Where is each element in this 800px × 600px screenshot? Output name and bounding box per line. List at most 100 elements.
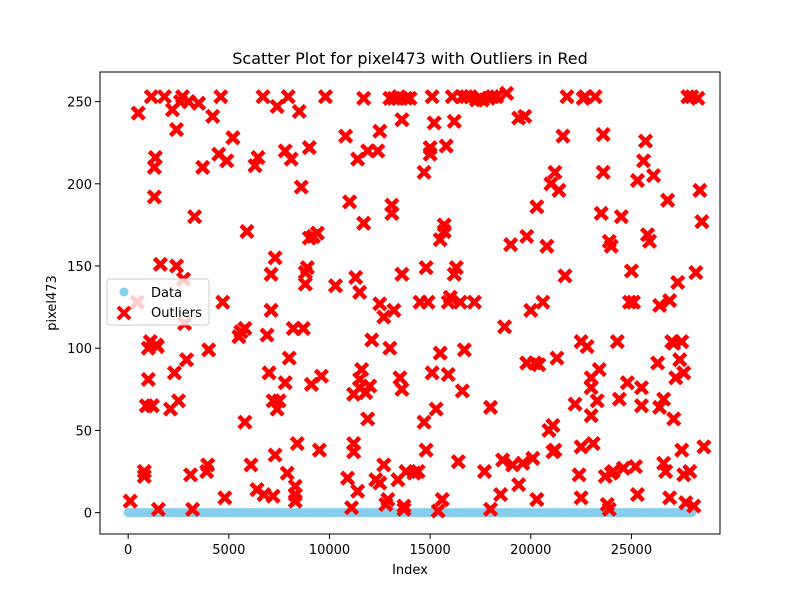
outlier-point xyxy=(424,365,440,381)
outlier-point xyxy=(438,138,454,154)
outlier-point xyxy=(122,493,138,509)
outlier-point xyxy=(269,98,285,115)
outlier-point xyxy=(384,205,400,221)
outlier-point xyxy=(482,501,499,517)
outlier-point xyxy=(637,133,654,149)
outlier-point xyxy=(187,209,203,225)
outlier-point xyxy=(424,89,440,105)
y-tick-label: 250 xyxy=(67,96,92,111)
outlier-point xyxy=(523,302,539,318)
x-tick-label: 0 xyxy=(124,543,132,558)
outlier-point xyxy=(603,238,619,254)
outlier-point xyxy=(583,408,599,424)
outlier-point xyxy=(309,225,325,241)
outlier-point xyxy=(497,319,513,335)
outlier-point xyxy=(525,450,541,466)
outlier-point xyxy=(515,455,531,471)
outlier-point xyxy=(416,164,432,180)
outlier-point xyxy=(396,501,412,517)
outlier-point xyxy=(619,375,635,391)
outlier-point xyxy=(686,498,702,514)
outlier-point xyxy=(372,123,388,139)
x-tick-label: 20000 xyxy=(510,543,551,558)
outlier-point xyxy=(352,284,368,300)
outlier-point xyxy=(605,463,621,480)
outlier-point xyxy=(587,89,603,105)
outlier-point xyxy=(529,491,545,508)
outlier-point xyxy=(595,126,611,143)
y-tick-label: 0 xyxy=(84,507,92,522)
outlier-point xyxy=(450,454,466,470)
outlier-point xyxy=(255,89,271,105)
outlier-point xyxy=(694,214,710,230)
outlier-point xyxy=(360,411,376,427)
outlier-point xyxy=(452,294,468,310)
outlier-point xyxy=(613,209,629,225)
outlier-point xyxy=(263,302,279,318)
outlier-point xyxy=(313,368,330,384)
outlier-point xyxy=(380,491,396,508)
outlier-point xyxy=(517,108,533,124)
outlier-point xyxy=(144,398,160,414)
outlier-point xyxy=(670,274,686,291)
outlier-point xyxy=(170,393,187,409)
outlier-point xyxy=(674,442,690,458)
outlier-point xyxy=(281,350,297,366)
outlier-point xyxy=(430,503,446,519)
outlier-point xyxy=(555,128,571,144)
outlier-point xyxy=(267,250,283,266)
outlier-point xyxy=(410,463,426,480)
outlier-point xyxy=(531,357,547,373)
outlier-point xyxy=(168,258,185,274)
outlier-point xyxy=(140,371,156,388)
outlier-point xyxy=(535,294,551,310)
outlier-point xyxy=(650,355,666,371)
outlier-point xyxy=(641,233,658,249)
outlier-point xyxy=(394,381,410,397)
outlier-point xyxy=(372,296,388,312)
outlier-point xyxy=(492,486,509,503)
outlier-point xyxy=(356,215,372,231)
outlier-point xyxy=(615,460,631,476)
outlier-point xyxy=(348,269,364,286)
outlier-point xyxy=(547,442,563,458)
outlier-point xyxy=(225,130,241,146)
outlier-point xyxy=(627,459,644,475)
outlier-point xyxy=(682,463,698,480)
outlier-point xyxy=(356,90,372,106)
outlier-point xyxy=(539,238,555,254)
outlier-point xyxy=(652,399,668,415)
outlier-point xyxy=(311,442,328,458)
outlier-point xyxy=(458,89,474,105)
outlier-point xyxy=(340,470,356,486)
outlier-point xyxy=(573,490,589,506)
outlier-point xyxy=(696,439,712,455)
outlier-point xyxy=(674,334,690,350)
outlier-point xyxy=(398,90,414,106)
outlier-point xyxy=(376,457,392,473)
outlier-point xyxy=(259,327,275,343)
outlier-point xyxy=(676,365,692,381)
chart-title: Scatter Plot for pixel473 with Outliers … xyxy=(232,49,587,68)
outlier-point xyxy=(432,232,448,248)
outlier-point xyxy=(146,189,162,205)
outlier-point xyxy=(271,393,287,409)
outlier-point xyxy=(205,108,221,124)
outlier-point xyxy=(660,192,676,208)
outlier-point xyxy=(185,501,201,517)
y-axis-label: pixel473 xyxy=(45,275,60,331)
outlier-point xyxy=(519,228,535,245)
outlier-point xyxy=(629,486,646,503)
outlier-point xyxy=(394,266,410,282)
outlier-point xyxy=(551,182,567,198)
outlier-point xyxy=(446,113,462,129)
outlier-point xyxy=(267,447,283,463)
outlier-point xyxy=(147,149,163,166)
outlier-point xyxy=(692,182,708,198)
outlier-point xyxy=(250,149,266,166)
outlier-point xyxy=(428,401,444,417)
outlier-point xyxy=(601,501,617,517)
outlier-point xyxy=(436,223,452,240)
outlier-point xyxy=(337,128,354,144)
y-tick-label: 50 xyxy=(75,424,92,439)
